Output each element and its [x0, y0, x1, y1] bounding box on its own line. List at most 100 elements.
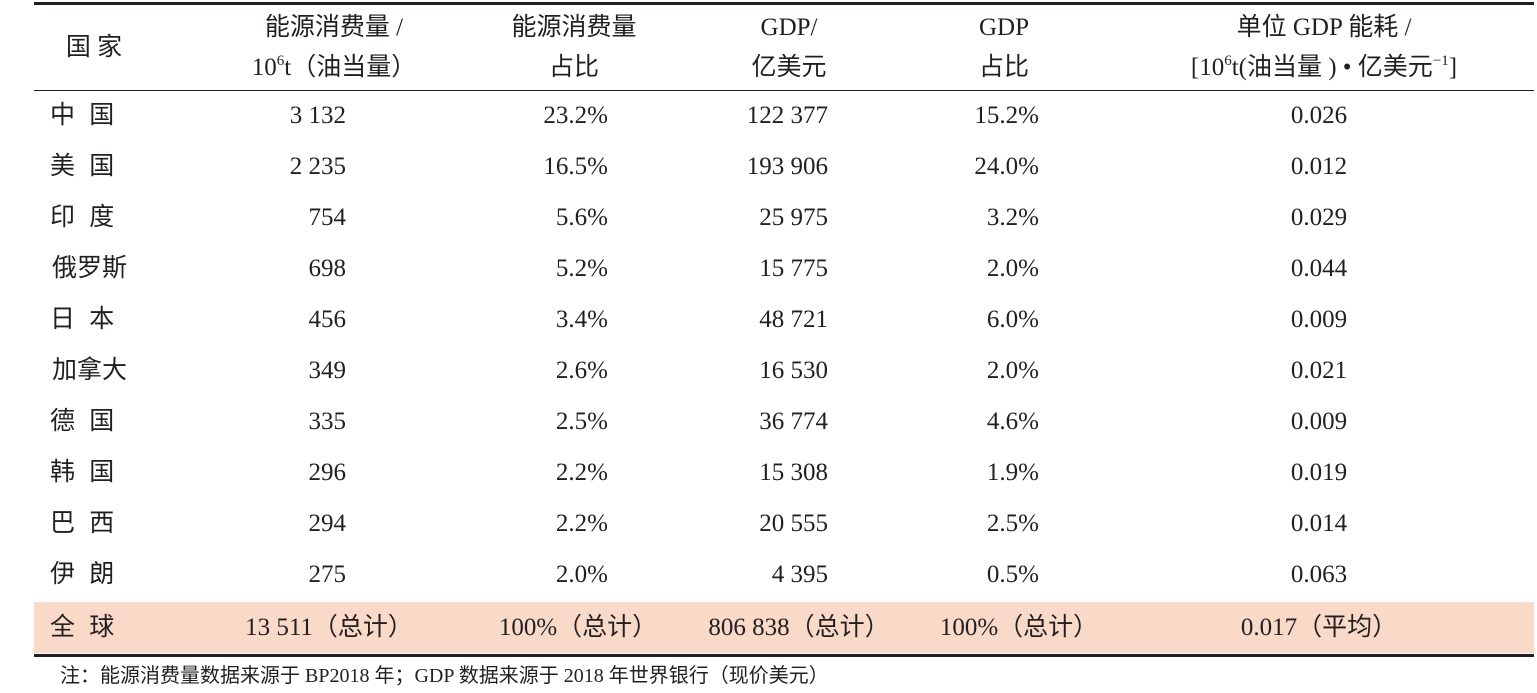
cell-energy: 698 — [308, 255, 347, 282]
cell-intensity: 0.029 — [1290, 204, 1348, 231]
cell-country: 德 国 — [50, 408, 119, 435]
cell-intensity-average: 0.017（平均） — [1240, 614, 1398, 641]
header-intensity-unit-b: t(油当量 ) • 亿美元 — [1231, 53, 1433, 81]
header-energy: 能源消费量 / 106t（油当量） — [214, 5, 454, 90]
cell-gdp: 122 377 — [746, 102, 828, 129]
cell-gdp: 4 395 — [771, 561, 828, 588]
cell-gdp: 36 774 — [759, 408, 828, 435]
table-row: 德 国 335 2.5% 36 774 4.6% 0.009 — [34, 396, 1534, 447]
cell-gdp-share: 4.6% — [986, 408, 1039, 435]
table-row: 韩 国 296 2.2% 15 308 1.9% 0.019 — [34, 447, 1534, 498]
cell-gdp: 15 775 — [759, 255, 828, 282]
header-intensity-unit-c: ] — [1448, 53, 1458, 81]
table-row: 美 国 2 235 16.5% 193 906 24.0% 0.012 — [34, 141, 1534, 192]
cell-intensity: 0.019 — [1290, 459, 1348, 486]
cell-gdp-share: 1.9% — [986, 459, 1039, 486]
header-energy-unit-base: 10 — [251, 53, 277, 81]
cell-energy-share: 2.2% — [555, 510, 608, 537]
cell-energy-share: 23.2% — [543, 102, 608, 129]
cell-country: 俄罗斯 — [52, 255, 128, 282]
header-intensity-exponent-1: 6 — [1224, 52, 1232, 69]
header-intensity-line1: 单位 GDP 能耗 / — [1236, 13, 1412, 41]
table-header: 国 家 能源消费量 / 106t（油当量） 能源消费量 占比 GDP/ 亿美元 … — [34, 5, 1534, 90]
header-gdp-share-line1: GDP — [978, 13, 1029, 41]
cell-energy-share: 3.4% — [555, 306, 608, 333]
header-gdp-line2: 亿美元 — [751, 53, 827, 81]
cell-country: 伊 朗 — [50, 561, 119, 588]
cell-intensity: 0.026 — [1290, 102, 1348, 129]
cell-intensity: 0.063 — [1290, 561, 1348, 588]
cell-country: 印 度 — [50, 204, 119, 231]
header-gdp: GDP/ 亿美元 — [714, 5, 864, 90]
cell-gdp-share: 15.2% — [974, 102, 1039, 129]
cell-gdp-share: 2.5% — [986, 510, 1039, 537]
cell-gdp: 20 555 — [759, 510, 828, 537]
cell-gdp-share: 24.0% — [974, 153, 1039, 180]
table-bottom-rule — [34, 654, 1534, 657]
header-energy-line2: 106t（油当量） — [252, 48, 416, 88]
header-energy-share-line2: 占比 — [548, 53, 599, 81]
cell-intensity: 0.044 — [1290, 255, 1348, 282]
table-row: 巴 西 294 2.2% 20 555 2.5% 0.014 — [34, 498, 1534, 549]
cell-energy-share: 5.2% — [555, 255, 608, 282]
cell-intensity: 0.009 — [1290, 306, 1348, 333]
header-intensity-exponent-2: −1 — [1432, 52, 1449, 69]
header-country-label: 国 家 — [65, 33, 123, 61]
table-total-row: 全 球 13 511（总计） 100%（总计） 806 838（总计） 100%… — [34, 602, 1534, 653]
cell-country: 日 本 — [50, 306, 119, 333]
cell-gdp-total: 806 838（总计） — [708, 614, 890, 641]
header-energy-share: 能源消费量 占比 — [474, 5, 674, 90]
cell-gdp: 16 530 — [759, 357, 828, 384]
cell-energy: 3 132 — [289, 102, 346, 129]
cell-energy-share: 2.6% — [555, 357, 608, 384]
header-country: 国 家 — [34, 5, 154, 90]
cell-gdp-share: 2.0% — [986, 255, 1039, 282]
cell-energy-share: 16.5% — [543, 153, 608, 180]
cell-energy-share: 5.6% — [555, 204, 608, 231]
cell-energy-total: 13 511（总计） — [245, 614, 413, 641]
cell-country-total: 全 球 — [50, 614, 119, 641]
header-intensity: 单位 GDP 能耗 / [106t(油当量 ) • 亿美元−1] — [1154, 5, 1494, 90]
header-intensity-line2: [106t(油当量 ) • 亿美元−1] — [1191, 48, 1457, 88]
cell-gdp-share: 2.0% — [986, 357, 1039, 384]
cell-energy: 456 — [308, 306, 347, 333]
cell-intensity: 0.012 — [1290, 153, 1348, 180]
cell-energy: 294 — [308, 510, 347, 537]
cell-energy: 349 — [308, 357, 347, 384]
header-energy-unit-suffix: t（油当量） — [284, 53, 417, 81]
header-energy-unit-exponent: 6 — [276, 52, 285, 69]
header-energy-line1: 能源消费量 / — [264, 13, 404, 41]
table-row: 中 国 3 132 23.2% 122 377 15.2% 0.026 — [34, 90, 1534, 141]
cell-energy: 2 235 — [289, 153, 346, 180]
cell-intensity: 0.009 — [1290, 408, 1348, 435]
table-header-rule — [34, 90, 1534, 91]
cell-country: 巴 西 — [50, 510, 119, 537]
header-energy-share-line1: 能源消费量 — [511, 13, 637, 41]
header-gdp-share-line2: 占比 — [978, 53, 1029, 81]
table-row: 伊 朗 275 2.0% 4 395 0.5% 0.063 — [34, 549, 1534, 600]
cell-gdp-share-total: 100%（总计） — [939, 614, 1099, 641]
cell-country: 加拿大 — [52, 357, 128, 384]
cell-energy-share-total: 100%（总计） — [498, 614, 658, 641]
table-row: 印 度 754 5.6% 25 975 3.2% 0.029 — [34, 192, 1534, 243]
cell-energy-share: 2.5% — [555, 408, 608, 435]
cell-gdp: 15 308 — [759, 459, 828, 486]
header-intensity-unit-a: [10 — [1190, 53, 1225, 81]
cell-energy: 335 — [308, 408, 347, 435]
cell-gdp-share: 3.2% — [986, 204, 1039, 231]
cell-energy-share: 2.0% — [555, 561, 608, 588]
cell-gdp: 48 721 — [759, 306, 828, 333]
cell-intensity: 0.021 — [1290, 357, 1348, 384]
cell-country: 中 国 — [50, 102, 119, 129]
table-top-rule — [34, 2, 1534, 5]
cell-gdp-share: 0.5% — [986, 561, 1039, 588]
cell-gdp: 25 975 — [759, 204, 828, 231]
cell-country: 韩 国 — [50, 459, 119, 486]
cell-energy: 754 — [308, 204, 347, 231]
cell-country: 美 国 — [50, 153, 119, 180]
cell-energy-share: 2.2% — [555, 459, 608, 486]
cell-energy: 275 — [308, 561, 347, 588]
table-row: 俄罗斯 698 5.2% 15 775 2.0% 0.044 — [34, 243, 1534, 294]
cell-gdp: 193 906 — [746, 153, 828, 180]
cell-gdp-share: 6.0% — [986, 306, 1039, 333]
